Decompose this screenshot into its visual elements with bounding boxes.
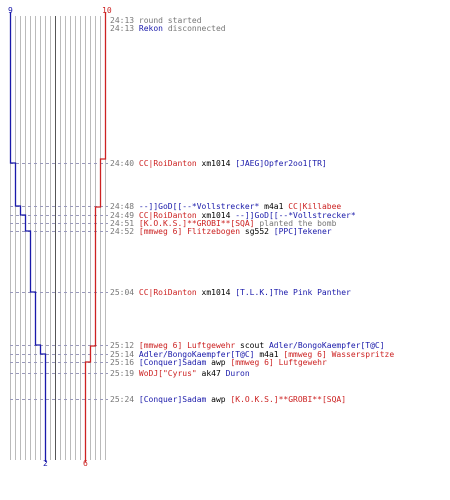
event-row: 25:14 Adler/BongoKaempfer[T@C] m4a1 [mmw… [110, 350, 394, 359]
event-time: 25:04 [110, 288, 139, 297]
event-row: 24:40 CC|RoiDanton xm1014 [JAEG]Opfer2oo… [110, 159, 327, 168]
event-row: 24:52 [mmweg 6] Flitzebogen sg552 [PPC]T… [110, 227, 332, 236]
event-row: 25:24 [Conquer]Sadam awp [K.O.K.S.]**GRO… [110, 395, 346, 404]
event-text: [PPC]Tekener [273, 227, 332, 236]
event-text: [JAEG]Opfer2oo1[TR] [235, 159, 327, 168]
event-time: 24:52 [110, 227, 139, 236]
event-row: 24:13 round started [110, 16, 202, 25]
event-time: 24:13 [110, 24, 139, 33]
event-time: 25:24 [110, 395, 139, 404]
event-time: 24:40 [110, 159, 139, 168]
event-text: CC|RoiDanton [138, 288, 197, 297]
event-text: CC|Killabee [288, 202, 342, 211]
event-text: Adler/BongoKaempfer[T@C] [138, 350, 255, 359]
event-text: [mmweg 6] Flitzebogen [138, 227, 241, 236]
event-row: 24:49 CC|RoiDanton xm1014 --]]GoD[[--*Vo… [110, 211, 356, 220]
event-text: ak47 [196, 369, 226, 378]
event-text: awp [206, 395, 231, 404]
event-row: 25:04 CC|RoiDanton xm1014 [T.L.K.]The Pi… [110, 288, 351, 297]
event-text: [K.O.K.S.]**GROBI**[SQA] [138, 219, 255, 228]
event-row: 25:19 WoDJ["Cyrus" ak47 Duron [110, 369, 250, 378]
event-text: round started [138, 16, 202, 25]
event-row: 25:12 [mmweg 6] Luftgewehr scout Adler/B… [110, 341, 385, 350]
event-text: Duron [225, 369, 250, 378]
event-time: 24:49 [110, 211, 139, 220]
event-text: WoDJ["Cyrus" [138, 369, 197, 378]
event-text: --]]GoD[[--*Vollstrecker* [235, 211, 356, 220]
event-text: [Conquer]Sadam [138, 358, 207, 367]
event-text: --]]GoD[[--*Vollstrecker* [138, 202, 260, 211]
event-text: planted the bomb [254, 219, 337, 228]
event-text: CC|RoiDanton [138, 159, 197, 168]
event-text: sg552 [240, 227, 274, 236]
event-text: awp [206, 358, 231, 367]
event-text: [mmweg 6] Wasserspritze [283, 350, 395, 359]
event-time: 24:13 [110, 16, 139, 25]
event-row: 24:48 --]]GoD[[--*Vollstrecker* m4a1 CC|… [110, 202, 341, 211]
event-text: CC|RoiDanton [138, 211, 197, 220]
blue-team-start-score: 9 [8, 6, 13, 15]
event-time: 25:14 [110, 350, 139, 359]
event-text: [Conquer]Sadam [138, 395, 207, 404]
event-text: [T.L.K.]The Pink Panther [235, 288, 351, 297]
event-row: 25:16 [Conquer]Sadam awp [mmweg 6] Luftg… [110, 358, 327, 367]
event-text: Rekon [138, 24, 163, 33]
event-text: [mmweg 6] Luftgewehr [138, 341, 236, 350]
event-text: [K.O.K.S.]**GROBI**[SQA] [230, 395, 347, 404]
event-time: 25:16 [110, 358, 139, 367]
event-text: xm1014 [196, 288, 236, 297]
blue-team-end-score: 2 [43, 459, 48, 468]
event-time: 24:48 [110, 202, 139, 211]
event-time: 25:12 [110, 341, 139, 350]
red-team-end-score: 6 [83, 459, 88, 468]
blue-team-alive-line [9, 12, 47, 462]
event-text: m4a1 [259, 202, 289, 211]
event-row: 24:51 [K.O.K.S.]**GROBI**[SQA] planted t… [110, 219, 336, 228]
event-text: xm1014 [196, 159, 236, 168]
event-text: m4a1 [254, 350, 284, 359]
event-text: scout [235, 341, 269, 350]
event-text: Adler/BongoKaempfer[T@C] [268, 341, 385, 350]
event-time: 24:51 [110, 219, 139, 228]
red-team-start-score: 10 [102, 6, 112, 15]
event-text: xm1014 [196, 211, 236, 220]
red-team-alive-line [84, 12, 107, 462]
event-time: 25:19 [110, 369, 139, 378]
event-row: 24:13 Rekon disconnected [110, 24, 226, 33]
event-text: disconnected [163, 24, 226, 33]
event-text: [mmweg 6] Luftgewehr [230, 358, 327, 367]
